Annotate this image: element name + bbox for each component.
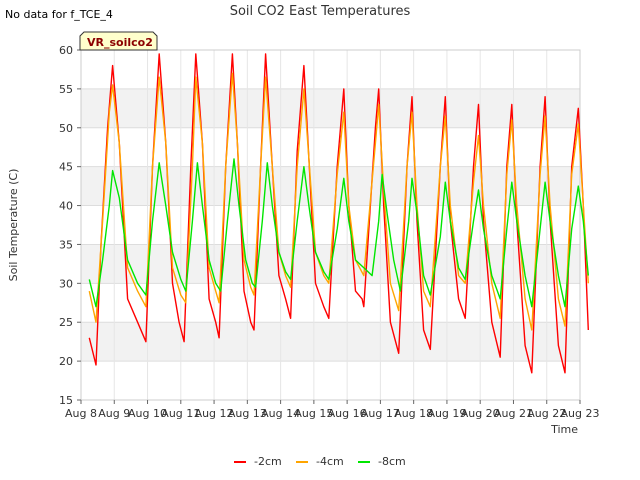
y-tick-label: 15 — [59, 394, 73, 407]
site-badge-box — [79, 31, 158, 51]
chart-title: Soil CO2 East Temperatures — [230, 4, 411, 19]
series-lines — [88, 53, 589, 374]
legend: -2cm -4cm -8cm — [234, 455, 406, 468]
x-tick-label: Aug 21 — [494, 407, 533, 420]
x-tick-label: Aug 8 — [65, 407, 97, 420]
series-line-2cmcm — [88, 53, 589, 374]
x-tick-label: Aug 13 — [228, 407, 267, 420]
x-tick-label: Aug 23 — [561, 407, 600, 420]
x-tick-label: Aug 14 — [261, 407, 300, 420]
y-axis-label: Soil Temperature (C) — [7, 169, 20, 282]
y-tick-label: 25 — [59, 316, 73, 329]
x-tick-label: Aug 17 — [361, 407, 400, 420]
x-tick-label: Aug 22 — [527, 407, 566, 420]
series-line-4cmcm — [88, 72, 589, 331]
x-tick-label: Aug 10 — [128, 407, 167, 420]
x-tick-label: Aug 20 — [461, 407, 500, 420]
x-axis-label: Time — [550, 423, 578, 436]
y-tick-label: 35 — [59, 238, 73, 251]
legend-label: -4cm — [316, 455, 344, 468]
y-tick-label: 40 — [59, 200, 73, 213]
x-tick-label: Aug 12 — [195, 407, 234, 420]
x-tick-label: Aug 15 — [294, 407, 333, 420]
y-tick-label: 55 — [59, 83, 73, 96]
y-axis-ticks: 15 20 25 30 35 40 45 50 55 60 — [59, 44, 81, 407]
plot-area-border — [80, 49, 581, 401]
x-tick-label: Aug 11 — [161, 407, 200, 420]
y-tick-label: 45 — [59, 161, 73, 174]
legend-label: -8cm — [378, 455, 406, 468]
no-data-message: No data for f_TCE_4 — [5, 8, 113, 21]
x-tick-label: Aug 18 — [394, 407, 433, 420]
x-tick-label: Aug 19 — [427, 407, 466, 420]
y-tick-label: 30 — [59, 277, 73, 290]
x-tick-label: Aug 9 — [98, 407, 130, 420]
y-tick-label: 50 — [59, 122, 73, 135]
site-badge-label: VR_soilco2 — [87, 36, 153, 49]
y-tick-label: 60 — [59, 44, 73, 57]
background-band — [81, 322, 580, 362]
legend-label: -2cm — [254, 455, 282, 468]
site-badge: VR_soilco2 — [79, 31, 158, 51]
y-tick-label: 20 — [59, 355, 73, 368]
series-line-8cmcm — [88, 158, 589, 308]
x-tick-label: Aug 16 — [328, 407, 367, 420]
